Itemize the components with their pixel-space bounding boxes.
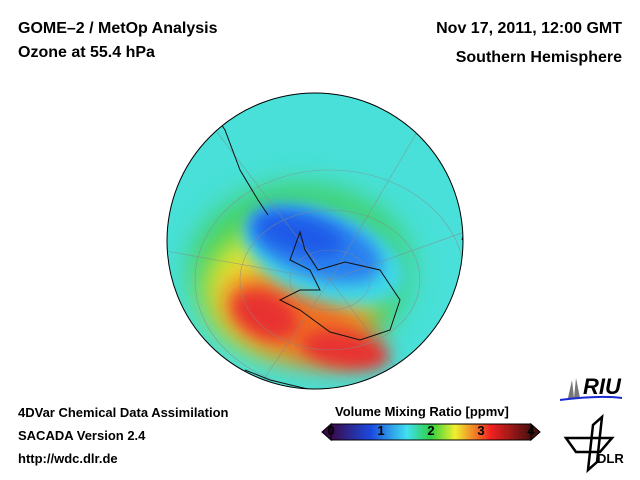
footer-method: 4DVar Chemical Data Assimilation (18, 405, 229, 420)
riu-logo-text: RIU (583, 374, 621, 399)
title-quantity: Ozone at 55.4 hPa (18, 44, 155, 61)
colorbar (321, 422, 541, 442)
date-label: Nov 17, 2011, 12:00 GMT (436, 20, 622, 37)
footer-version: SACADA Version 2.4 (18, 428, 146, 443)
colorbar-tick: 2 (427, 423, 435, 438)
dlr-logo (563, 413, 615, 474)
footer-url[interactable]: http://wdc.dlr.de (18, 451, 118, 466)
riu-logo (559, 378, 623, 401)
title-instrument: GOME–2 / MetOp Analysis (18, 20, 218, 37)
colorbar-title: Volume Mixing Ratio [ppmv] (335, 404, 509, 419)
region-label: Southern Hemisphere (455, 49, 622, 66)
colorbar-tick: 0 (327, 423, 335, 438)
colorbar-tick: 1 (377, 423, 385, 438)
colorbar-tick: 3 (477, 423, 485, 438)
colorbar-tick: 4 (527, 423, 535, 438)
dlr-logo-text: DLR (597, 451, 624, 466)
